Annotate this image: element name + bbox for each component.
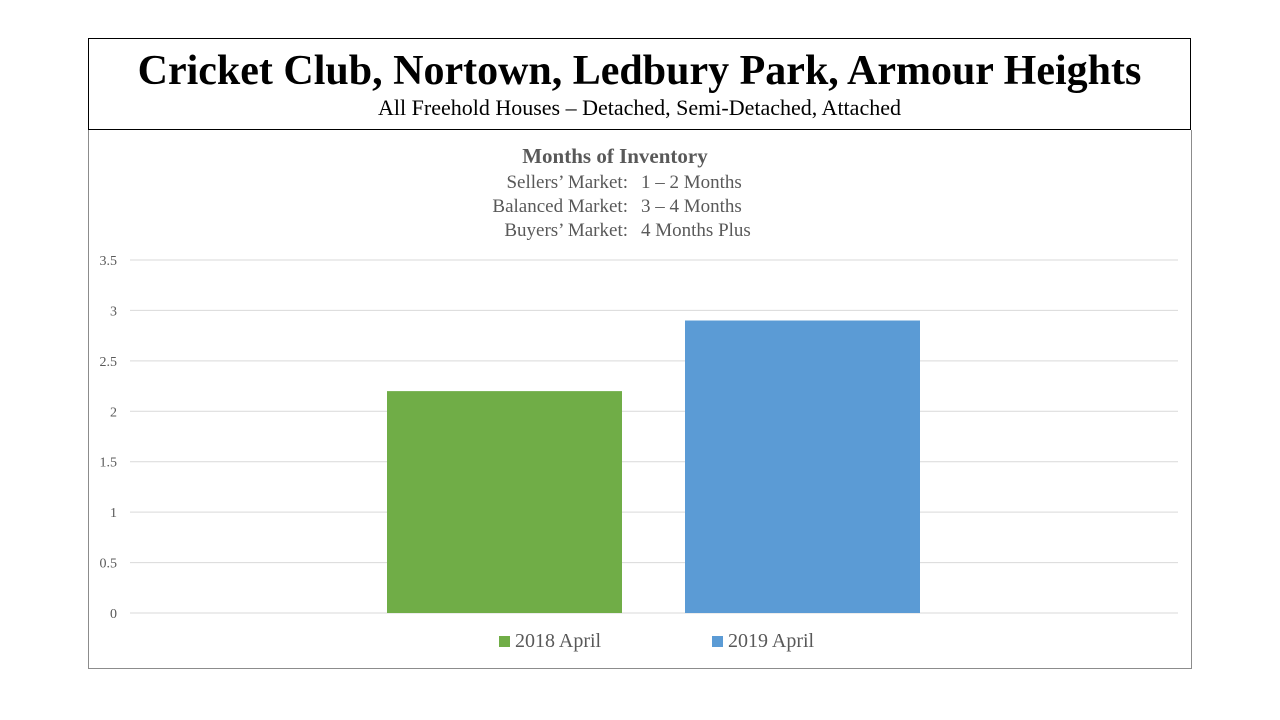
page-title: Cricket Club, Nortown, Ledbury Park, Arm… bbox=[137, 48, 1142, 94]
legend-swatch-2018 bbox=[499, 635, 510, 647]
legend-swatch-2019 bbox=[712, 635, 723, 647]
balanced-market-label: Balanced Market: bbox=[492, 196, 628, 217]
bar-2018-april bbox=[387, 391, 622, 613]
legend-label-2018: 2018 April bbox=[515, 629, 602, 652]
y-tick-label: 2.5 bbox=[100, 355, 118, 370]
chart-title: Months of Inventory bbox=[522, 144, 708, 168]
sellers-market-value: 1 – 2 Months bbox=[641, 172, 742, 193]
chart-frame bbox=[88, 130, 1192, 669]
y-tick-label: 1 bbox=[110, 506, 117, 521]
page-subtitle: All Freehold Houses – Detached, Semi-Det… bbox=[378, 95, 901, 120]
y-tick-label: 1.5 bbox=[100, 456, 118, 471]
legend-item-2018: 2018 April bbox=[499, 628, 601, 654]
header-box: Cricket Club, Nortown, Ledbury Park, Arm… bbox=[88, 38, 1191, 130]
legend-item-2019: 2019 April bbox=[712, 628, 814, 654]
bar-2019-april bbox=[685, 320, 920, 613]
y-tick-label: 2 bbox=[110, 405, 117, 420]
balanced-market-value: 3 – 4 Months bbox=[641, 196, 742, 217]
y-tick-label: 3.5 bbox=[100, 254, 118, 269]
y-tick-label: 0.5 bbox=[100, 557, 118, 572]
y-tick-label: 0 bbox=[110, 607, 117, 622]
buyers-market-value: 4 Months Plus bbox=[641, 220, 751, 241]
sellers-market-label: Sellers’ Market: bbox=[506, 172, 628, 193]
legend-label-2019: 2019 April bbox=[728, 629, 815, 652]
buyers-market-label: Buyers’ Market: bbox=[504, 220, 628, 241]
y-tick-label: 3 bbox=[110, 304, 117, 319]
